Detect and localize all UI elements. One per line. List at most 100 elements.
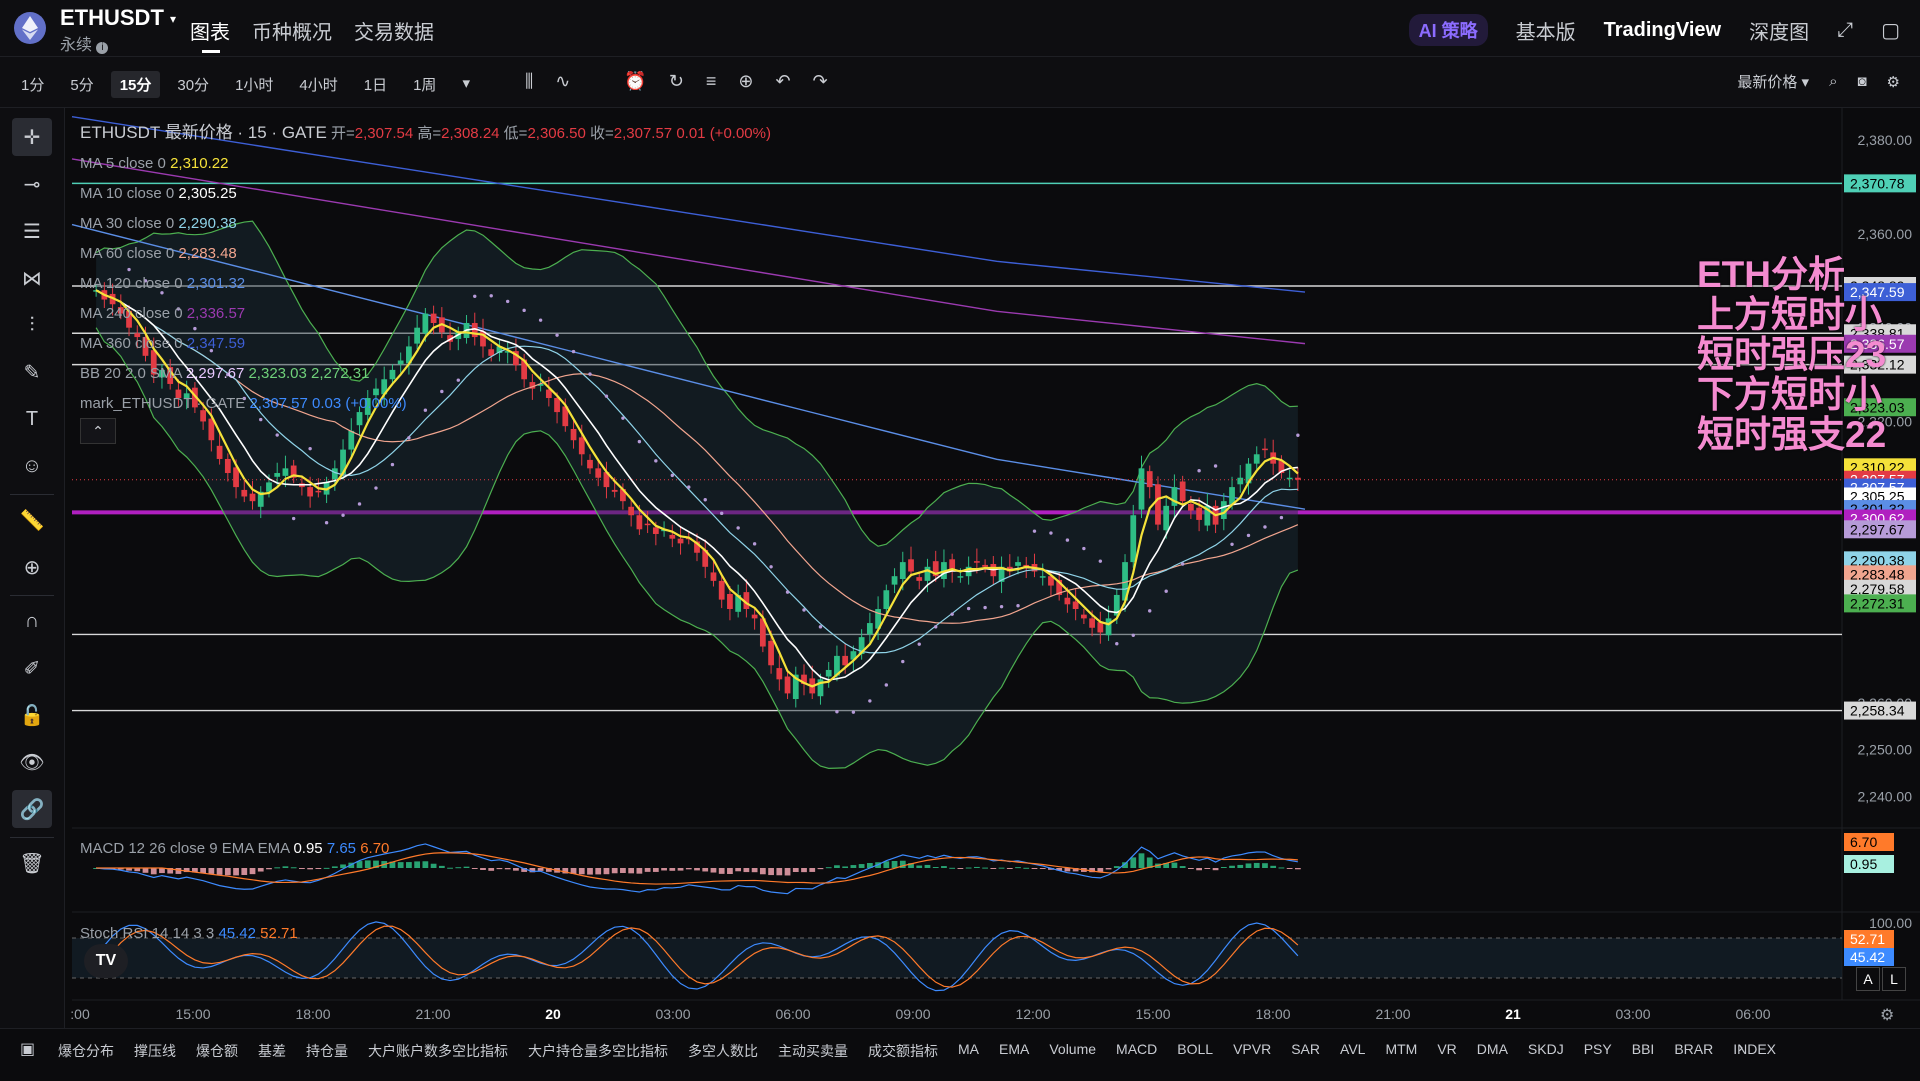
macd-histogram-bar [241, 868, 248, 875]
crosshair-icon[interactable]: ✛ [12, 118, 52, 156]
candle-body [455, 332, 462, 339]
indicator-item[interactable]: AVL [1340, 1041, 1366, 1057]
add-icon[interactable]: ⊕ [738, 71, 754, 91]
search-icon[interactable]: ⌕ [1829, 73, 1838, 90]
indicator-item[interactable]: DMA [1476, 1041, 1508, 1057]
indicator-item[interactable]: 爆仓额 [196, 1043, 238, 1059]
pattern-icon[interactable]: ⋈ [22, 267, 42, 290]
redo-icon[interactable]: ↷ [812, 71, 828, 91]
interval-dropdown-icon[interactable]: ▾ [462, 75, 470, 92]
indicator-item[interactable]: MTM [1385, 1041, 1418, 1057]
macd-tag-label: 0.95 [1850, 856, 1877, 872]
calendar-icon[interactable]: ▣ [20, 1041, 36, 1058]
undo-icon[interactable]: ↶ [775, 71, 791, 91]
indicator-item[interactable]: 爆仓分布 [58, 1043, 114, 1059]
indicator-item[interactable]: 主动买卖量 [778, 1043, 848, 1059]
sar-dot [160, 291, 164, 295]
candle-body [504, 351, 511, 353]
indicator-item[interactable]: PSY [1583, 1041, 1612, 1057]
indicators-icon[interactable]: ∿ [555, 71, 571, 91]
trend-line-icon[interactable]: ⊸ [23, 173, 41, 196]
ma-legend-row: MA 30 close 0 2,290.38 [80, 209, 771, 239]
indicator-item[interactable]: 基差 [258, 1043, 286, 1059]
trash-icon[interactable]: 🗑 [19, 852, 45, 875]
indicator-item[interactable]: MA [958, 1041, 979, 1057]
sar-dot [1065, 538, 1070, 542]
brush-icon[interactable]: ✎ [23, 361, 41, 384]
indicator-item[interactable]: 成交额指标 [868, 1043, 938, 1059]
interval-1d[interactable]: 1日 [363, 77, 388, 94]
zoom-icon[interactable]: ⊕ [23, 556, 41, 579]
replay-icon[interactable]: ↻ [668, 71, 684, 91]
time-tick-label: 15:00 [175, 1006, 210, 1022]
time-tick-label: 18:00 [295, 1006, 330, 1022]
auto-scale-button[interactable]: A [1856, 967, 1880, 991]
sar-dot [1246, 533, 1251, 538]
lock-icon[interactable]: 🔓 [19, 704, 45, 727]
tab-chart[interactable]: 图表 [190, 16, 230, 53]
indicator-item[interactable]: VR [1437, 1041, 1457, 1057]
indicator-bar: ▣ 爆仓分布 撑压线 爆仓额 基差 持仓量 大户账户数多空比指标 大户持仓量多空比指标 多空人… [0, 1028, 1920, 1081]
indicator-item[interactable]: MACD [1116, 1041, 1158, 1057]
indicator-item[interactable]: VPVR [1233, 1041, 1272, 1057]
chevron-right-icon[interactable]: › [1738, 1039, 1744, 1056]
ai-strategy-button[interactable]: AI 策略 [1408, 14, 1488, 46]
text-icon[interactable]: T [25, 407, 39, 430]
macd-histogram-bar [216, 868, 223, 875]
indicator-item[interactable]: BBI [1631, 1041, 1655, 1057]
tab-trading-data[interactable]: 交易数据 [354, 22, 434, 44]
settings-gear-icon[interactable]: ⚙ [1886, 73, 1900, 91]
tradingview-view-button[interactable]: TradingView [1603, 18, 1722, 41]
lock-drawings-pencil-icon[interactable]: ✐ [23, 657, 41, 680]
indicator-item[interactable]: 多空人数比 [688, 1043, 758, 1059]
interval-15m[interactable]: 15分 [110, 71, 161, 98]
depth-chart-button[interactable]: 深度图 [1749, 21, 1810, 44]
interval-4h[interactable]: 4小时 [299, 77, 338, 94]
indicator-item[interactable]: Volume [1049, 1041, 1097, 1057]
price-type-select[interactable]: 最新价格 ▾ [1737, 74, 1810, 91]
info-icon[interactable]: i [96, 42, 109, 54]
indicator-item[interactable]: BRAR [1674, 1041, 1714, 1057]
eye-icon[interactable]: 👁 [19, 751, 45, 774]
link-icon[interactable]: 🔗 [12, 790, 52, 828]
camera-icon[interactable]: ◙ [1857, 73, 1867, 90]
log-scale-button[interactable]: L [1882, 967, 1906, 991]
indicator-item[interactable]: 持仓量 [306, 1043, 348, 1059]
indicator-item[interactable]: 撑压线 [134, 1043, 176, 1059]
collapse-legend-button[interactable]: ⌃ [80, 418, 116, 444]
symbol-selector[interactable]: ETHUSDT ▾ [60, 5, 176, 31]
candle-body [735, 594, 742, 612]
ruler-icon[interactable]: 📏 [19, 509, 45, 532]
interval-1m[interactable]: 1分 [21, 77, 45, 94]
indicator-item[interactable]: 大户持仓量多空比指标 [528, 1043, 668, 1059]
macd-histogram-bar [941, 866, 947, 868]
templates-icon[interactable]: ≡ [705, 71, 717, 91]
interval-1h[interactable]: 1小时 [235, 77, 274, 94]
sar-dot [1016, 604, 1020, 608]
emoji-icon[interactable]: ☺ [21, 454, 43, 477]
tab-coin-overview[interactable]: 币种概况 [252, 22, 332, 44]
macd-label: MACD 12 26 close 9 EMA EMA [80, 840, 290, 857]
basic-view-button[interactable]: 基本版 [1515, 21, 1576, 44]
magnet-icon[interactable]: ∩ [24, 609, 40, 632]
indicator-item[interactable]: INDEX [1733, 1041, 1777, 1057]
indicator-item[interactable]: BOLL [1177, 1041, 1214, 1057]
indicator-item[interactable]: EMA [999, 1041, 1030, 1057]
interval-5m[interactable]: 5分 [70, 77, 94, 94]
interval-1w[interactable]: 1周 [413, 77, 437, 94]
fullscreen-icon[interactable]: ▢ [1881, 19, 1900, 42]
indicator-item[interactable]: 大户账户数多空比指标 [368, 1043, 508, 1059]
candle-body [768, 640, 774, 666]
interval-30m[interactable]: 30分 [177, 77, 210, 94]
indicator-item[interactable]: SAR [1291, 1041, 1321, 1057]
sar-dot [522, 308, 526, 313]
stoch-tag-bg [1844, 948, 1894, 966]
price-chart[interactable]: 2,380.002,360.002,340.002,320.002,260.00… [0, 0, 1920, 1028]
horizontal-lines-icon[interactable]: ☰ [23, 220, 41, 243]
fib-icon[interactable]: ⫶ [29, 313, 35, 336]
indicator-item[interactable]: SKDJ [1527, 1041, 1564, 1057]
alert-icon[interactable]: ⏰ [624, 71, 647, 91]
candle-type-icon[interactable]: ⫼ [525, 71, 534, 91]
candle-body [183, 393, 190, 399]
expand-icon[interactable]: ⤢ [1837, 18, 1854, 41]
